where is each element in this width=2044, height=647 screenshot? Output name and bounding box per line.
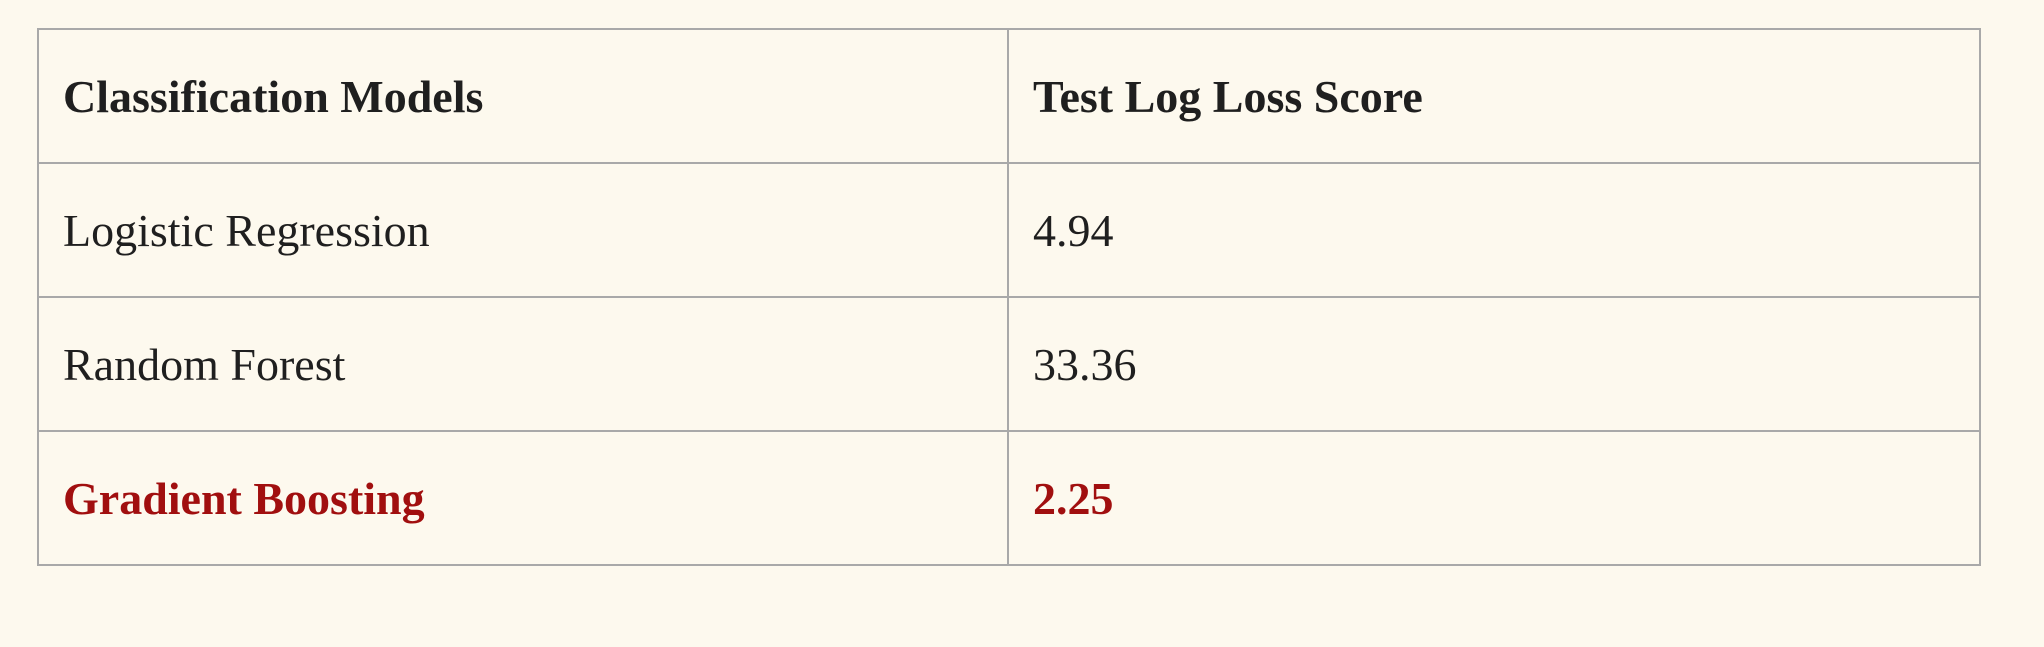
model-name-cell: Gradient Boosting	[37, 430, 1009, 566]
score-cell: 4.94	[1007, 162, 1981, 298]
results-table: Classification Models Test Log Loss Scor…	[37, 28, 1981, 566]
table-row: Logistic Regression 4.94	[37, 162, 1981, 298]
score-cell: 2.25	[1007, 430, 1981, 566]
model-name-cell: Random Forest	[37, 296, 1009, 432]
score-cell: 33.36	[1007, 296, 1981, 432]
model-name-cell: Logistic Regression	[37, 162, 1009, 298]
table-header-row: Classification Models Test Log Loss Scor…	[37, 28, 1981, 164]
column-header-models: Classification Models	[37, 28, 1009, 164]
column-header-score: Test Log Loss Score	[1007, 28, 1981, 164]
table-row: Random Forest 33.36	[37, 296, 1981, 432]
table-row-best: Gradient Boosting 2.25	[37, 430, 1981, 566]
